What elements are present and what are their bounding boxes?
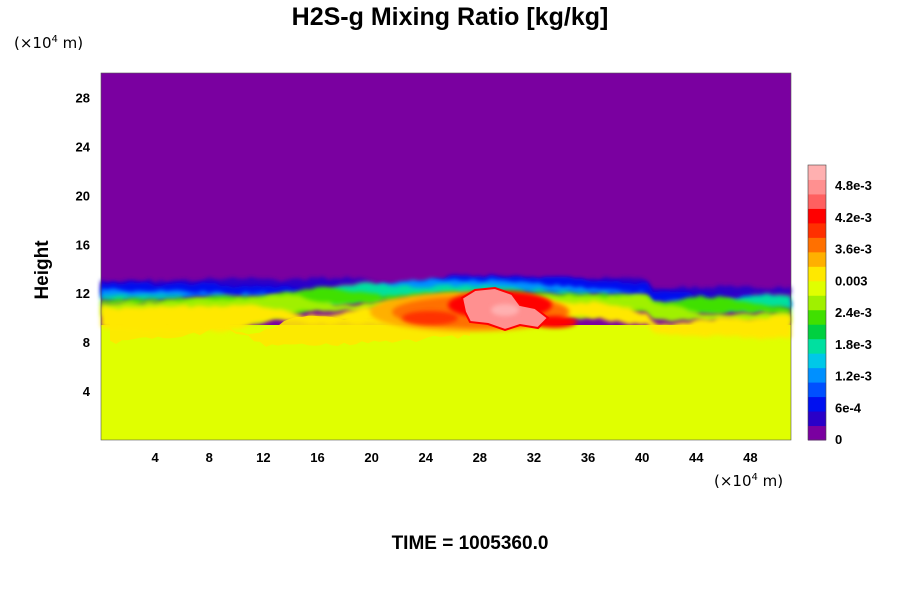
colorbar-segment <box>808 367 826 383</box>
y-tick-label: 12 <box>76 286 90 301</box>
interface-layer <box>101 274 791 306</box>
y-tick-label: 20 <box>76 188 90 203</box>
x-tick-label: 36 <box>581 450 595 465</box>
colorbar-tick-label: 4.8e-3 <box>835 178 872 193</box>
interface-layer <box>101 282 791 316</box>
y-axis-unit: (×104 m) <box>14 34 84 52</box>
x-tick-label: 20 <box>364 450 378 465</box>
colorbar-tick-label: 4.2e-3 <box>835 210 872 225</box>
colorbar-segment <box>808 251 826 267</box>
colorbar-tick-label: 6e-4 <box>835 400 862 415</box>
y-tick-label: 4 <box>83 384 91 399</box>
x-tick-label: 12 <box>256 450 270 465</box>
x-tick-label: 48 <box>743 450 757 465</box>
colorbar-segment <box>808 382 826 398</box>
x-tick-label: 8 <box>206 450 213 465</box>
x-tick-label: 40 <box>635 450 649 465</box>
colorbar-segment <box>808 411 826 427</box>
colorbar-tick-label: 2.4e-3 <box>835 305 872 320</box>
colorbar-segment <box>808 353 826 369</box>
colorbar-segment <box>808 208 826 224</box>
colorbar-segment <box>808 165 826 180</box>
colorbar-segment <box>808 222 826 238</box>
plume-red <box>402 311 458 325</box>
colorbar-segment <box>808 266 826 282</box>
chart-title: H2S-g Mixing Ratio [kg/kg] <box>291 3 609 31</box>
x-axis-unit: (×104 m) <box>714 472 784 490</box>
plot-frame <box>100 72 792 441</box>
colorbar-segment <box>808 324 826 340</box>
time-label: TIME = 1005360.0 <box>391 533 549 554</box>
colorbar-tick-labels: 0 6e-4 1.2e-3 1.8e-3 2.4e-3 0.003 3.6e-3 4.2e-3… <box>835 178 872 447</box>
colorbar-segment <box>808 309 826 325</box>
colorbar-tick-label: 0.003 <box>835 273 868 288</box>
colorbar <box>807 164 827 441</box>
colorbar-tick-label: 0 <box>835 432 842 447</box>
x-tick-label: 28 <box>473 450 487 465</box>
x-tick-label: 24 <box>418 450 433 465</box>
y-tick-label: 16 <box>76 237 90 252</box>
colorbar-segment <box>808 237 826 253</box>
y-tick-labels: 4 8 12 16 20 24 28 <box>76 90 91 399</box>
interface-layer <box>110 315 470 347</box>
y-tick-label: 24 <box>76 139 91 154</box>
region-lower <box>101 325 791 440</box>
colorbar-segment <box>808 338 826 354</box>
colorbar-tick-label: 1.2e-3 <box>835 369 872 384</box>
colorbar-segment <box>808 396 826 412</box>
colorbar-segment <box>808 179 826 195</box>
heatmap-plot <box>100 72 792 441</box>
x-tick-label: 44 <box>689 450 704 465</box>
x-tick-label: 16 <box>310 450 324 465</box>
colorbar-tick-label: 1.8e-3 <box>835 337 872 352</box>
colorbar-segment <box>808 193 826 209</box>
colorbar-tick-label: 3.6e-3 <box>835 242 872 257</box>
x-tick-label: 32 <box>527 450 541 465</box>
colorbar-segment <box>808 280 826 296</box>
y-tick-label: 8 <box>83 335 90 350</box>
x-tick-labels: 4 8 12 16 20 24 28 32 36 40 44 48 <box>152 450 758 465</box>
x-tick-label: 4 <box>152 450 160 465</box>
colorbar-segment <box>808 295 826 311</box>
plume-peak <box>491 304 519 316</box>
colorbar-frame <box>807 164 827 441</box>
y-tick-label: 28 <box>76 90 90 105</box>
colorbar-segment <box>808 425 826 441</box>
